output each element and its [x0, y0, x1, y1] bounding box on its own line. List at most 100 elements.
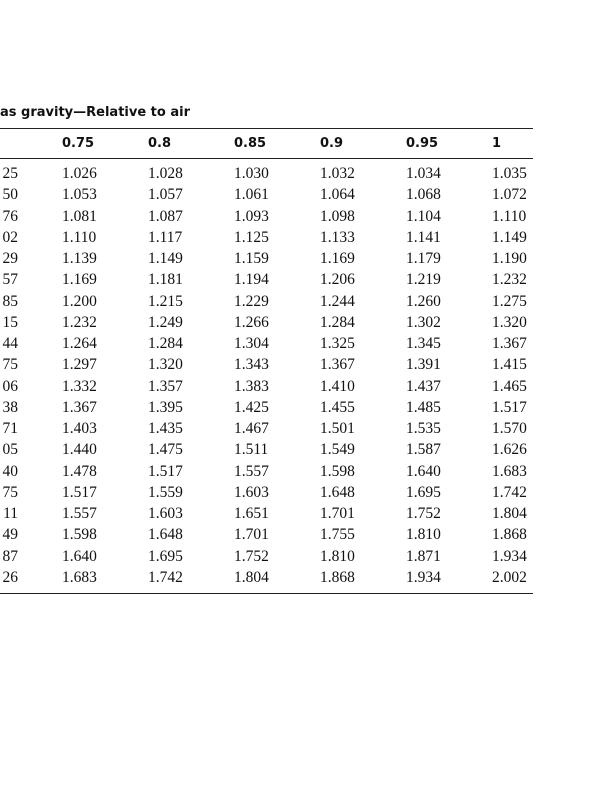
table-cell: 1.028 [148, 165, 183, 182]
table-cell: 1.343 [234, 356, 269, 374]
table-cell: 1.179 [406, 250, 441, 268]
table-cell: 1.110 [492, 207, 527, 225]
partial-cell: 26 [2, 568, 19, 586]
table-cell: 1.752 [234, 547, 269, 565]
table-cell: 1.465 [492, 377, 527, 395]
table-cell: 1.139 [62, 250, 97, 268]
partial-cell: 06 [2, 377, 19, 395]
table-cell: 1.057 [148, 186, 183, 204]
table-cell: 1.244 [320, 292, 355, 310]
table-cell: 1.587 [406, 441, 441, 459]
table-cell: 1.695 [148, 547, 183, 565]
table-cell: 1.200 [62, 292, 97, 310]
table-cell: 1.325 [320, 335, 355, 353]
table-cell: 1.648 [320, 483, 355, 501]
partial-cell: 85 [2, 292, 19, 310]
header-rule [0, 158, 533, 159]
table-cell: 1.742 [148, 568, 183, 586]
table-cell: 1.061 [234, 186, 269, 204]
column-header: 0.8 [148, 136, 172, 151]
table-cell: 1.141 [406, 228, 441, 246]
table-cell: 1.206 [320, 271, 355, 289]
table-cell: 1.467 [234, 420, 269, 438]
table-cell: 1.868 [320, 568, 355, 586]
table-cell: 1.190 [492, 250, 527, 268]
table-cell: 1.640 [406, 462, 441, 480]
table-cell: 1.810 [320, 547, 355, 565]
table-cell: 1.603 [148, 505, 183, 523]
column-header: 1 [492, 136, 502, 151]
partial-cell: 76 [2, 207, 19, 225]
table-cell: 1.626 [492, 441, 527, 459]
partial-cell: 15 [2, 313, 19, 331]
table-cell: 1.367 [492, 335, 527, 353]
table-cell: 1.026 [62, 165, 97, 182]
partial-cell: 29 [2, 250, 19, 268]
table-cell: 1.603 [234, 483, 269, 501]
table-cell: 1.159 [234, 250, 269, 268]
column-header: 0.85 [234, 136, 267, 151]
table-cell: 1.410 [320, 377, 355, 395]
table-cell: 1.383 [234, 377, 269, 395]
table-cell: 1.511 [234, 441, 269, 459]
table-cell: 1.332 [62, 377, 97, 395]
table-cell: 1.104 [406, 207, 441, 225]
table-cell: 1.264 [62, 335, 97, 353]
table-cell: 1.093 [234, 207, 269, 225]
table-cell: 1.425 [234, 398, 269, 416]
partial-cell: 40 [2, 462, 19, 480]
table-cell: 1.501 [320, 420, 355, 438]
table-cell: 1.320 [492, 313, 527, 331]
partial-cell: 57 [2, 271, 19, 289]
table-cell: 1.683 [62, 568, 97, 586]
partial-cell: 02 [2, 228, 19, 246]
table-cell: 1.742 [492, 483, 527, 501]
table-cell: 1.149 [148, 250, 183, 268]
table-cell: 1.871 [406, 547, 441, 565]
table-cell: 1.110 [62, 228, 97, 246]
table-cell: 1.125 [234, 228, 269, 246]
table-cell: 1.098 [320, 207, 355, 225]
column-header: 0.9 [320, 136, 344, 151]
table-cell: 1.367 [62, 398, 97, 416]
table-cell: 1.695 [406, 483, 441, 501]
table-cell: 1.320 [148, 356, 183, 374]
partial-cell: 75 [2, 356, 19, 374]
table-cell: 1.215 [148, 292, 183, 310]
column-header: 0.75 [62, 136, 95, 151]
table-cell: 1.249 [148, 313, 183, 331]
table-cell: 1.557 [62, 505, 97, 523]
table-cell: 1.133 [320, 228, 355, 246]
table-cell: 1.868 [492, 526, 527, 544]
table-cell: 1.367 [320, 356, 355, 374]
table-cell: 1.030 [234, 165, 269, 182]
table-cell: 1.087 [148, 207, 183, 225]
table-cell: 1.403 [62, 420, 97, 438]
table-cell: 1.395 [148, 398, 183, 416]
table-cell: 1.804 [492, 505, 527, 523]
table-cell: 1.391 [406, 356, 441, 374]
table-cell: 1.072 [492, 186, 527, 204]
table-cell: 1.810 [406, 526, 441, 544]
table-cell: 1.455 [320, 398, 355, 416]
table-cell: 1.752 [406, 505, 441, 523]
table-cell: 1.260 [406, 292, 441, 310]
table-cell: 1.345 [406, 335, 441, 353]
table-cell: 1.804 [234, 568, 269, 586]
table-cell: 1.517 [148, 462, 183, 480]
table-cell: 1.064 [320, 186, 355, 204]
table-cell: 1.415 [492, 356, 527, 374]
bottom-rule [0, 593, 533, 594]
table-cell: 1.232 [492, 271, 527, 289]
table-cell: 1.284 [320, 313, 355, 331]
table-cell: 1.651 [234, 505, 269, 523]
partial-cell: 38 [2, 398, 19, 416]
table-cell: 1.357 [148, 377, 183, 395]
partial-cell: 25 [2, 165, 19, 182]
table-cell: 2.002 [492, 568, 527, 586]
table-cell: 1.275 [492, 292, 527, 310]
table-cell: 1.297 [62, 356, 97, 374]
table-cell: 1.302 [406, 313, 441, 331]
table-cell: 1.549 [320, 441, 355, 459]
table-caption: as gravity—Relative to air [0, 105, 190, 120]
